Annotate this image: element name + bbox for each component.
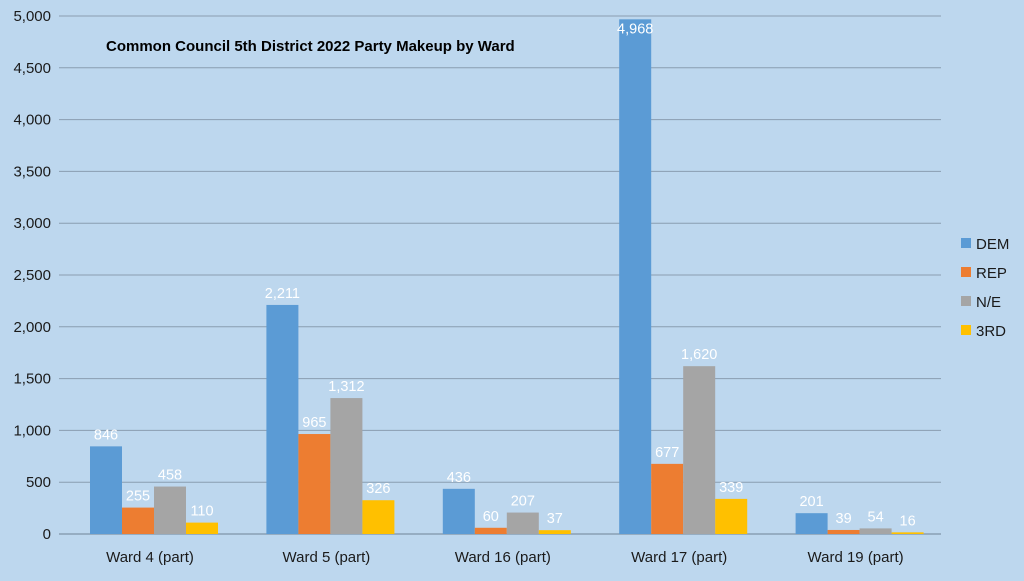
bar-3rd-5 [891,532,924,534]
data-label: 60 [483,509,499,525]
x-category-label: Ward 19 (part) [808,549,904,566]
y-axis-ticks: 0 500 1,000 1,500 2,000 2,500 3,000 3,500 4,000 4… [13,8,51,543]
bar-3rd-1 [186,522,218,534]
data-label: 255 [126,489,150,505]
gridlines [59,15,941,535]
x-axis-categories: Ward 4 (part) Ward 5 (part) Ward 16 (part)… [106,549,904,566]
data-label: 436 [447,470,471,486]
data-label: 677 [655,445,679,461]
y-tick-label: 3,000 [13,215,51,232]
y-tick-label: 1,500 [13,371,51,388]
y-tick-label: 0 [43,526,51,543]
data-label: 16 [900,513,916,529]
bar-rep-3 [474,527,507,534]
bar-ne-1 [154,486,186,534]
bar-ne-4 [683,366,716,534]
bar-dem-1 [90,446,122,534]
y-tick-label: 4,000 [13,112,51,129]
data-label: 4,968 [617,21,653,37]
data-label: 846 [94,427,118,443]
bar-ne-5 [859,528,892,534]
data-label: 207 [511,494,535,510]
legend-swatch [961,267,971,277]
y-tick-label: 5,000 [13,8,51,25]
data-label: 201 [799,494,823,510]
chart-title: Common Council 5th District 2022 Party M… [106,38,515,55]
y-tick-label: 4,500 [13,60,51,77]
bar-dem-3 [442,488,475,534]
data-label: 458 [158,468,182,484]
bar-dem-4 [619,19,652,535]
y-tick-label: 1,000 [13,422,51,439]
legend-swatch [961,238,971,248]
bar-rep-5 [827,529,860,534]
legend-label: N/E [976,294,1001,311]
legend-swatch [961,296,971,306]
data-label: 965 [302,415,326,431]
legend-label: 3RD [976,323,1006,340]
bar-rep-4 [651,463,684,534]
bar-3rd-2 [362,500,395,534]
data-label: 110 [190,504,213,520]
x-category-label: Ward 16 (part) [455,549,551,566]
bar-rep-2 [298,434,331,534]
bar-3rd-3 [538,530,571,534]
legend-label: DEM [976,236,1009,253]
data-label: 326 [366,481,390,497]
bar-3rd-4 [715,498,748,534]
bar-rep-1 [122,507,154,534]
data-labels: 846 255 458 110 2,211 965 1,312 326 436 60 207 37 4,… [94,21,916,529]
legend-swatch [961,325,971,335]
y-tick-label: 2,000 [13,319,51,336]
x-category-label: Ward 4 (part) [106,549,194,566]
y-tick-label: 2,500 [13,267,51,284]
bar-ne-3 [506,512,539,534]
y-tick-label: 3,500 [13,163,51,180]
data-label: 37 [547,511,563,527]
data-label: 1,620 [681,347,717,363]
legend-label: REP [976,265,1007,282]
bar-dem-5 [795,513,828,534]
bar-ne-2 [330,398,363,534]
y-tick-label: 500 [26,474,51,491]
legend: DEM REP N/E 3RD [961,236,1009,340]
bar-dem-2 [266,304,299,534]
x-category-label: Ward 5 (part) [283,549,371,566]
data-label: 39 [836,511,852,527]
data-label: 54 [868,509,884,525]
data-label: 1,312 [328,379,364,395]
data-label: 2,211 [265,286,300,302]
data-label: 339 [719,480,743,496]
x-category-label: Ward 17 (part) [631,549,727,566]
bars [90,19,924,535]
